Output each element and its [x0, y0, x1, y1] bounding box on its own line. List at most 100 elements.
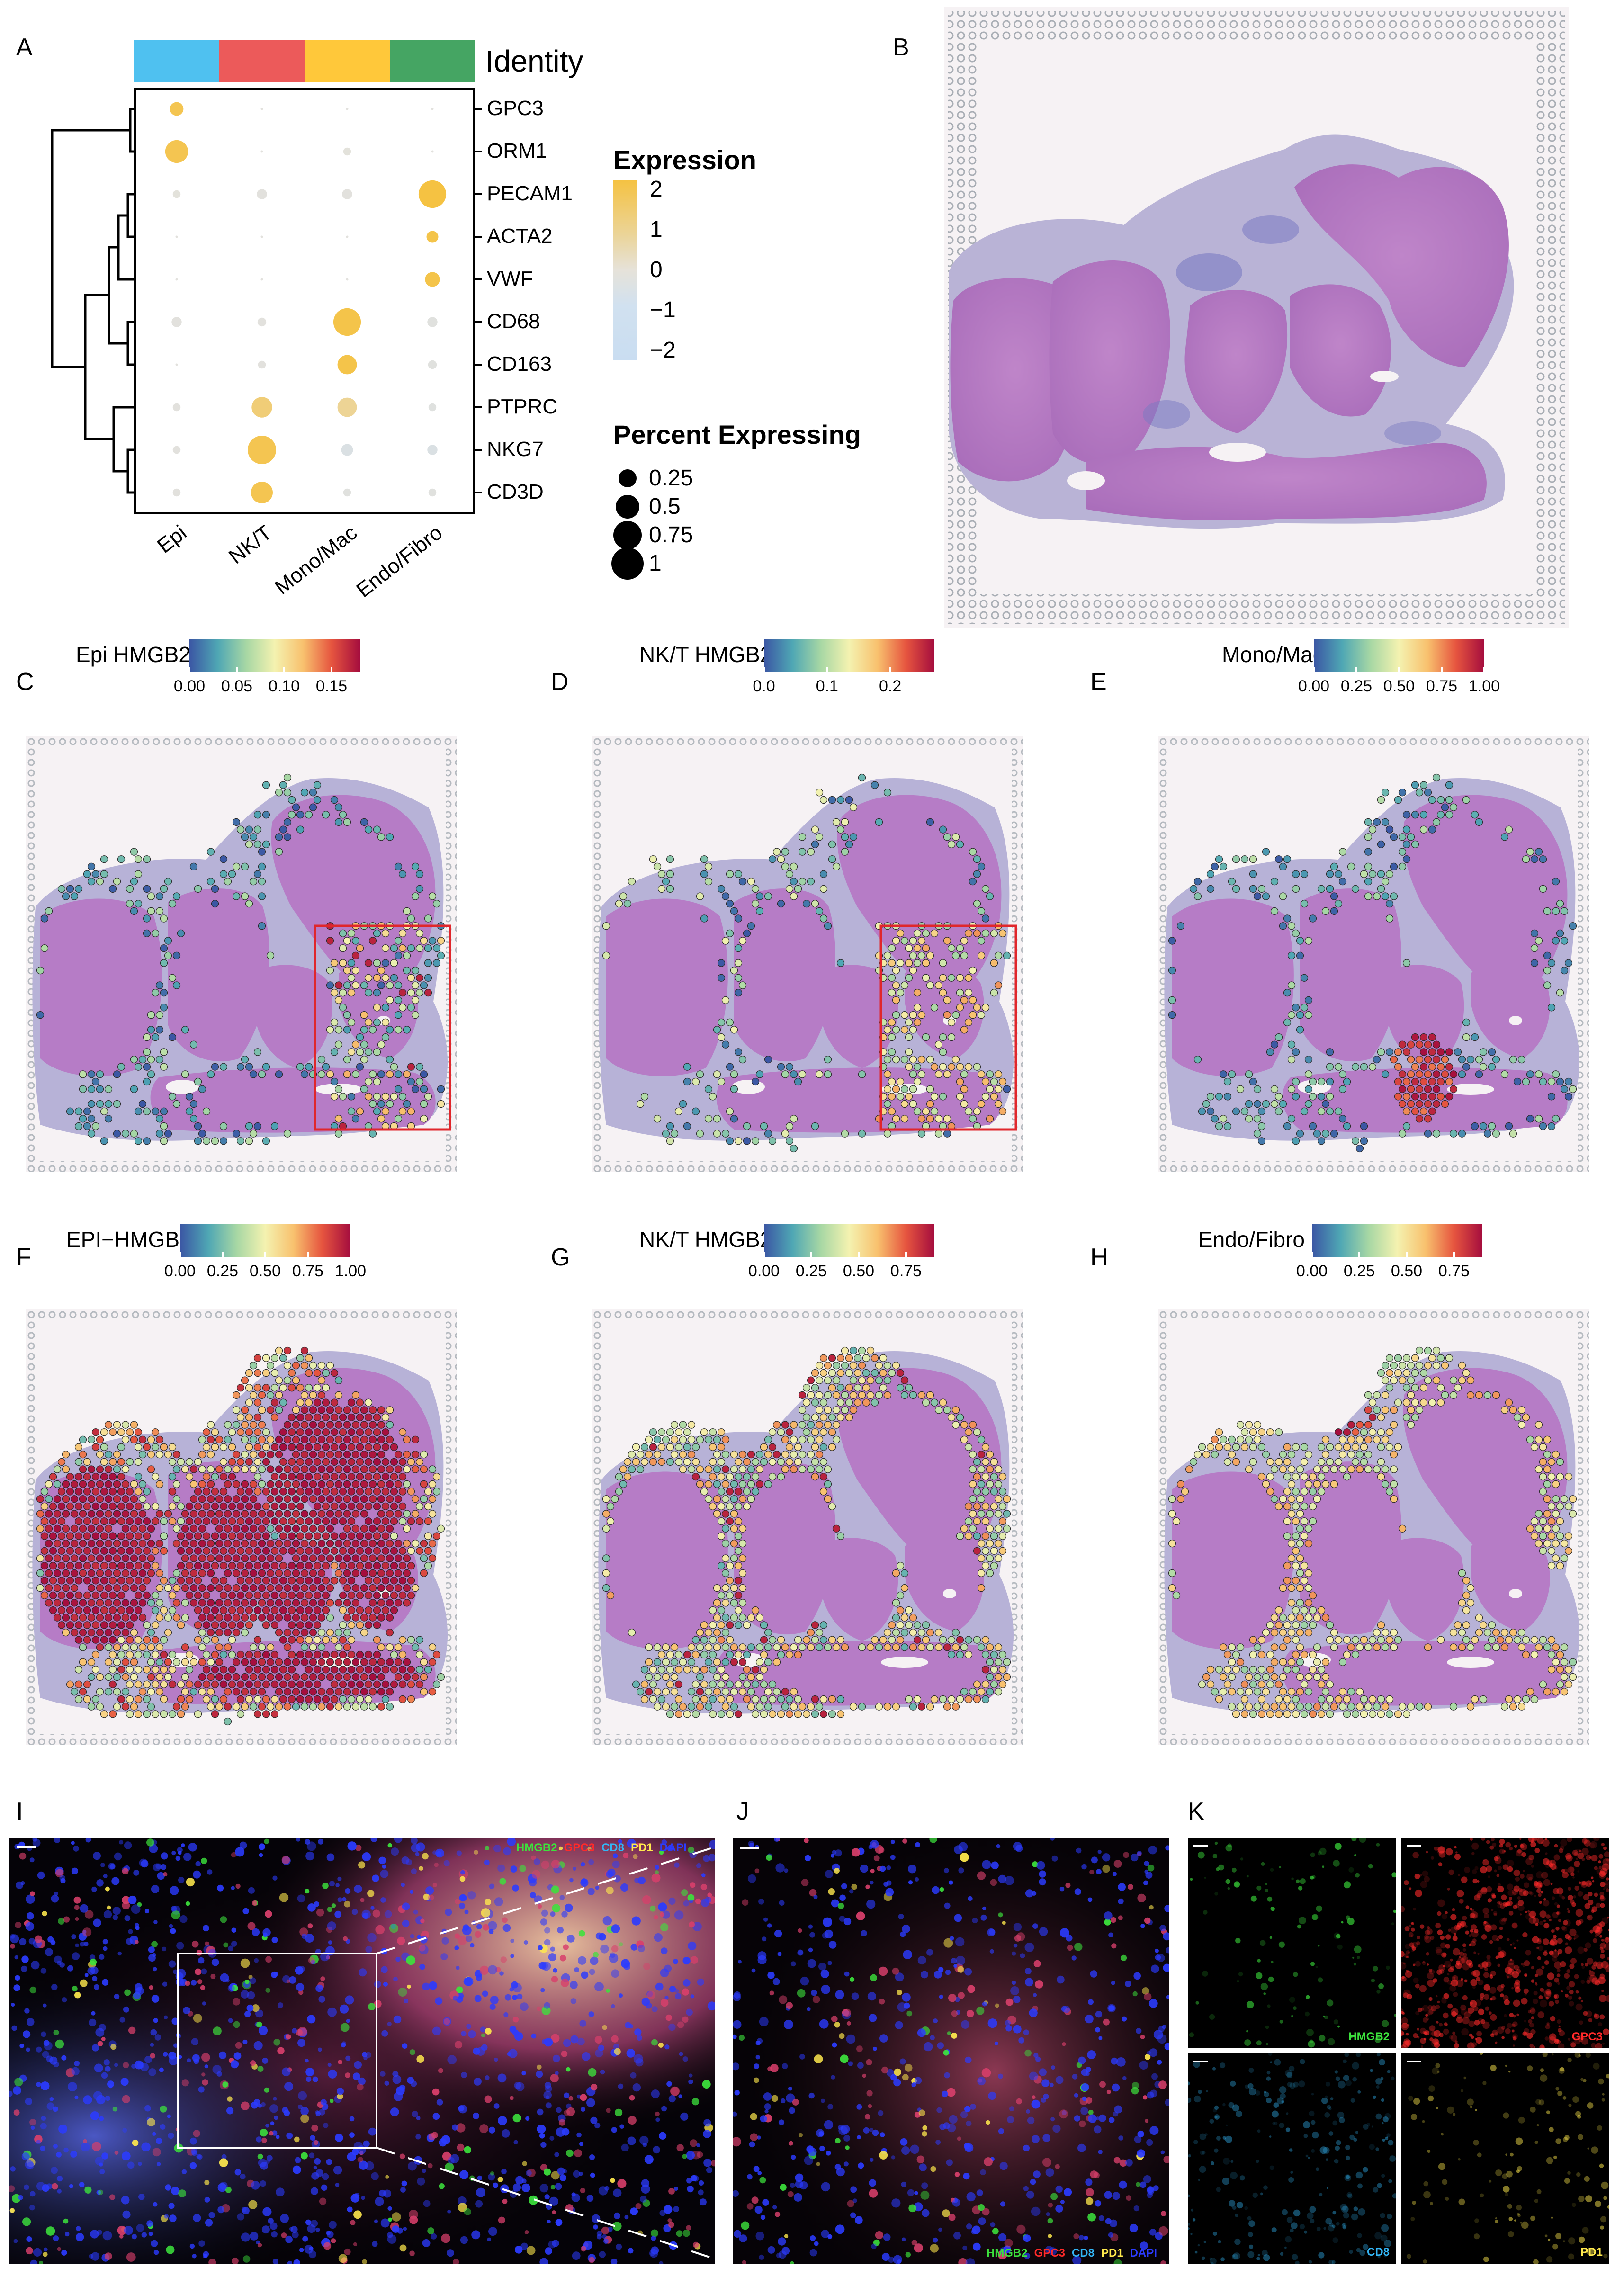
spot — [198, 1085, 206, 1093]
spot — [1326, 885, 1334, 893]
spot — [296, 1488, 305, 1496]
spot — [74, 1532, 83, 1540]
spot — [1292, 1517, 1300, 1525]
spot — [53, 1480, 62, 1488]
spot — [1377, 1048, 1385, 1056]
spot — [262, 1458, 270, 1466]
spot — [270, 1710, 279, 1718]
spot — [1445, 781, 1454, 789]
spot — [726, 1561, 734, 1570]
spot — [347, 1048, 356, 1056]
spot — [143, 1048, 151, 1056]
spot — [841, 1346, 849, 1355]
spot — [147, 1070, 155, 1078]
spot — [211, 1502, 219, 1510]
spot — [236, 1502, 245, 1510]
spot — [390, 1517, 398, 1525]
spot — [1556, 1666, 1564, 1674]
spot — [334, 996, 343, 1004]
spot — [309, 1673, 317, 1681]
spot — [1215, 1122, 1223, 1130]
spot — [45, 1599, 53, 1607]
spot — [334, 1026, 343, 1034]
spot — [1466, 1391, 1475, 1399]
spot — [632, 1443, 640, 1451]
spot — [70, 1628, 79, 1637]
spot — [96, 1673, 104, 1681]
spot — [360, 1026, 368, 1034]
spot — [407, 1107, 415, 1115]
spot — [74, 1488, 83, 1496]
spot — [704, 1115, 713, 1123]
spot — [1292, 929, 1300, 937]
spot — [322, 1428, 330, 1436]
spot — [879, 1636, 888, 1644]
spatial-map-h — [1158, 1309, 1589, 1745]
spot — [721, 1688, 730, 1696]
cell — [544, 1927, 551, 1934]
spot — [347, 1473, 356, 1481]
spot — [275, 1599, 283, 1607]
spot — [623, 900, 632, 908]
spot — [428, 1643, 437, 1651]
cell — [354, 2061, 362, 2069]
spot — [802, 1428, 811, 1436]
spot — [1526, 1070, 1534, 1078]
cell — [241, 2101, 250, 2110]
spot — [270, 1621, 279, 1629]
spot — [49, 1517, 57, 1525]
spot — [743, 1473, 751, 1481]
spot — [189, 1540, 198, 1548]
spot — [922, 1621, 930, 1629]
spot — [1424, 789, 1432, 797]
spot — [339, 1443, 347, 1451]
spot — [1249, 870, 1257, 878]
spot — [334, 1435, 343, 1443]
spot — [1279, 1614, 1287, 1622]
spot — [994, 981, 1003, 989]
spot — [266, 1554, 275, 1562]
spot — [653, 1658, 662, 1666]
spot — [91, 870, 100, 878]
spot — [390, 1547, 398, 1555]
spot — [232, 1391, 241, 1399]
cell — [75, 1917, 79, 1921]
gene-label: ACTA2 — [487, 224, 553, 248]
spot — [892, 996, 900, 1004]
spot — [1270, 1465, 1279, 1473]
spot — [1355, 1643, 1364, 1651]
spot — [164, 1451, 172, 1459]
spot — [326, 1614, 334, 1622]
spot — [734, 1591, 743, 1599]
spot — [977, 1510, 986, 1518]
spot — [330, 1369, 339, 1377]
spot — [317, 1376, 326, 1384]
spot — [343, 1554, 351, 1562]
spot — [981, 1443, 990, 1451]
spot — [403, 1554, 411, 1562]
spot — [121, 1510, 130, 1518]
spot — [1292, 1488, 1300, 1496]
spot — [117, 1606, 126, 1614]
spot — [1296, 1554, 1304, 1562]
spot — [373, 1413, 381, 1421]
spot — [74, 885, 83, 893]
spot — [224, 1421, 232, 1429]
spot — [1317, 1666, 1326, 1674]
cell — [253, 2099, 260, 2106]
spot — [1355, 1703, 1364, 1711]
spot — [1355, 1688, 1364, 1696]
spot — [1317, 885, 1326, 893]
spot — [262, 1063, 270, 1071]
spot — [138, 1435, 147, 1443]
cell — [248, 1975, 253, 1980]
spot — [245, 1547, 253, 1555]
spot — [91, 1650, 100, 1659]
spot — [645, 1451, 653, 1459]
spot — [785, 1695, 794, 1703]
spot — [386, 1480, 394, 1488]
spot — [888, 1636, 896, 1644]
cell — [651, 2039, 658, 2046]
spot — [1176, 922, 1185, 930]
spot — [381, 1666, 390, 1674]
